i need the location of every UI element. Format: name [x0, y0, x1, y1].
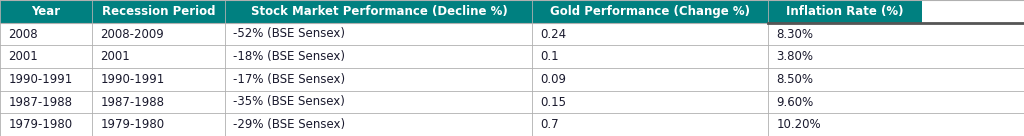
FancyBboxPatch shape — [225, 45, 532, 68]
Text: 2008: 2008 — [8, 27, 38, 41]
Text: 3.80%: 3.80% — [776, 50, 813, 63]
Text: 1979-1980: 1979-1980 — [8, 118, 73, 131]
FancyBboxPatch shape — [92, 68, 225, 91]
FancyBboxPatch shape — [225, 113, 532, 136]
FancyBboxPatch shape — [532, 0, 768, 23]
Text: Inflation Rate (%): Inflation Rate (%) — [786, 5, 903, 18]
FancyBboxPatch shape — [768, 91, 922, 113]
FancyBboxPatch shape — [92, 113, 225, 136]
FancyBboxPatch shape — [0, 45, 92, 68]
FancyBboxPatch shape — [532, 45, 768, 68]
Text: 10.20%: 10.20% — [776, 118, 821, 131]
FancyBboxPatch shape — [92, 91, 225, 113]
Text: 2001: 2001 — [100, 50, 130, 63]
FancyBboxPatch shape — [532, 91, 768, 113]
FancyBboxPatch shape — [768, 0, 922, 23]
FancyBboxPatch shape — [225, 68, 532, 91]
Text: -17% (BSE Sensex): -17% (BSE Sensex) — [233, 73, 345, 86]
FancyBboxPatch shape — [768, 68, 922, 91]
FancyBboxPatch shape — [225, 91, 532, 113]
Text: -29% (BSE Sensex): -29% (BSE Sensex) — [233, 118, 345, 131]
Text: 0.1: 0.1 — [541, 50, 559, 63]
FancyBboxPatch shape — [225, 0, 532, 23]
Text: -35% (BSE Sensex): -35% (BSE Sensex) — [233, 95, 345, 109]
Text: 8.30%: 8.30% — [776, 27, 813, 41]
Text: 1979-1980: 1979-1980 — [100, 118, 165, 131]
FancyBboxPatch shape — [0, 113, 92, 136]
FancyBboxPatch shape — [768, 113, 922, 136]
FancyBboxPatch shape — [0, 91, 92, 113]
FancyBboxPatch shape — [768, 23, 922, 45]
Text: -18% (BSE Sensex): -18% (BSE Sensex) — [233, 50, 345, 63]
Text: Gold Performance (Change %): Gold Performance (Change %) — [550, 5, 751, 18]
Text: 1990-1991: 1990-1991 — [8, 73, 73, 86]
Text: 1990-1991: 1990-1991 — [100, 73, 165, 86]
Text: Recession Period: Recession Period — [102, 5, 215, 18]
FancyBboxPatch shape — [92, 23, 225, 45]
Text: 8.50%: 8.50% — [776, 73, 813, 86]
Text: 0.09: 0.09 — [541, 73, 566, 86]
FancyBboxPatch shape — [0, 68, 92, 91]
FancyBboxPatch shape — [532, 68, 768, 91]
Text: 0.15: 0.15 — [541, 95, 566, 109]
FancyBboxPatch shape — [0, 23, 92, 45]
Text: Stock Market Performance (Decline %): Stock Market Performance (Decline %) — [251, 5, 507, 18]
Text: 2008-2009: 2008-2009 — [100, 27, 164, 41]
Text: 1987-1988: 1987-1988 — [8, 95, 72, 109]
FancyBboxPatch shape — [0, 0, 92, 23]
Text: -52% (BSE Sensex): -52% (BSE Sensex) — [233, 27, 345, 41]
Text: 0.24: 0.24 — [541, 27, 567, 41]
Text: Year: Year — [32, 5, 60, 18]
FancyBboxPatch shape — [92, 45, 225, 68]
FancyBboxPatch shape — [532, 23, 768, 45]
FancyBboxPatch shape — [532, 113, 768, 136]
FancyBboxPatch shape — [92, 0, 225, 23]
Text: 9.60%: 9.60% — [776, 95, 813, 109]
FancyBboxPatch shape — [225, 23, 532, 45]
FancyBboxPatch shape — [768, 45, 922, 68]
Text: 0.7: 0.7 — [541, 118, 559, 131]
Text: 2001: 2001 — [8, 50, 38, 63]
Text: 1987-1988: 1987-1988 — [100, 95, 164, 109]
